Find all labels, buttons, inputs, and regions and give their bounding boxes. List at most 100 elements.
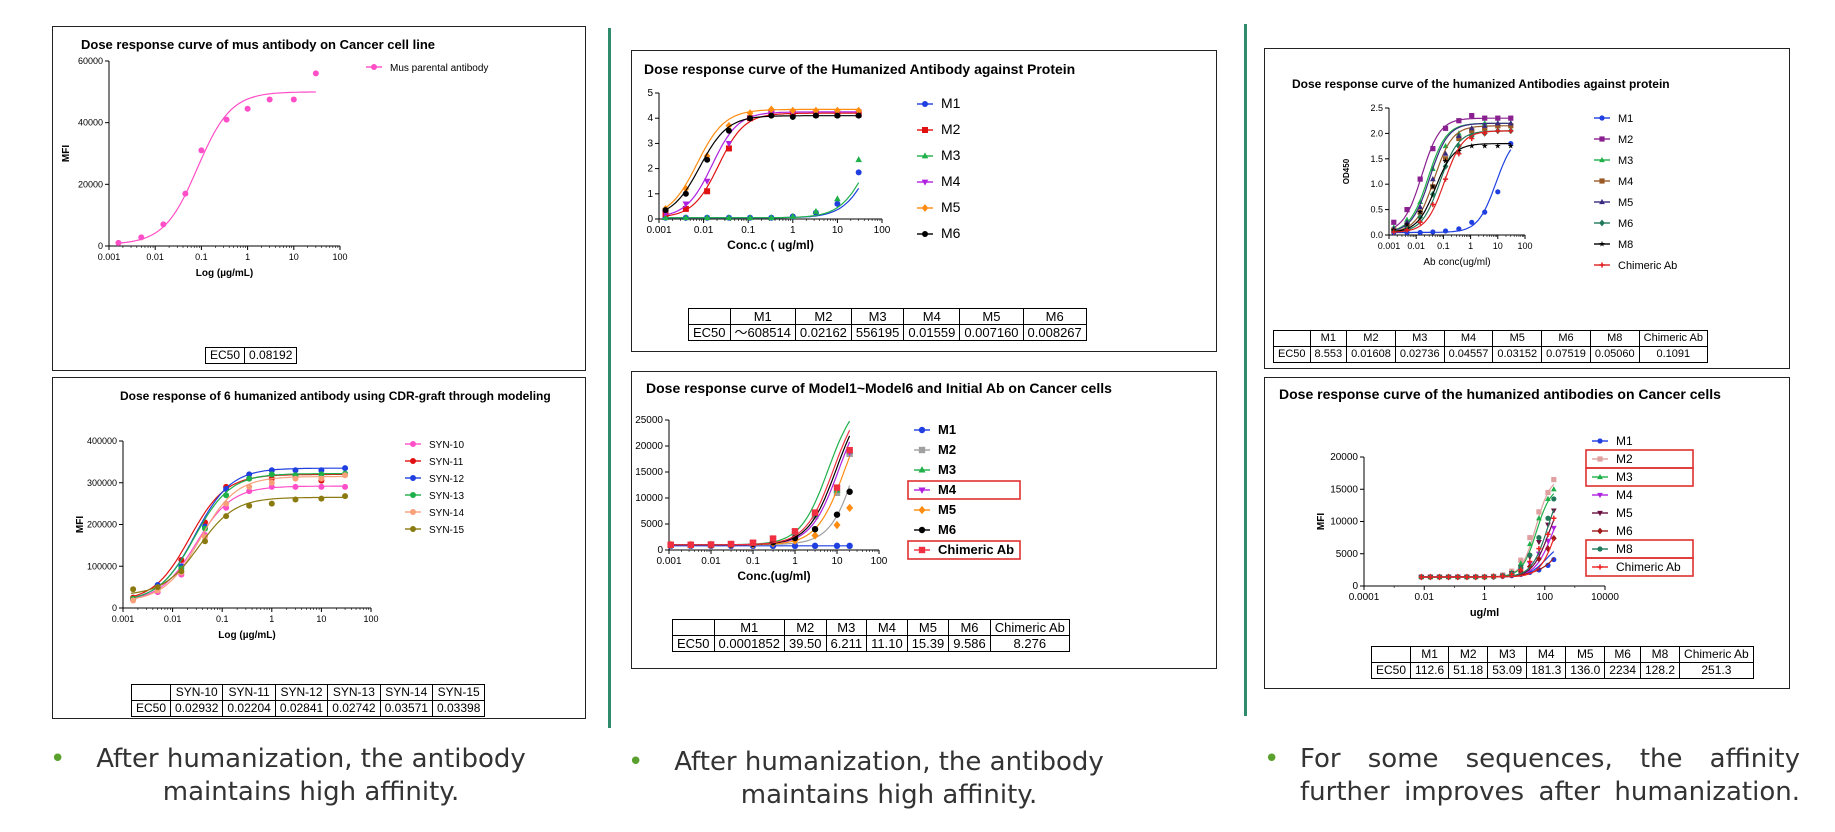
- data-point: [682, 214, 690, 221]
- x-axis-label: Log (µg/mL): [218, 630, 275, 641]
- data-point: [292, 467, 299, 474]
- legend-swatch-marker: [1599, 198, 1605, 205]
- table-cell: EC50: [672, 635, 715, 652]
- y-tick-label: 20000: [1330, 452, 1358, 463]
- x-tick-label: 1: [245, 252, 250, 262]
- data-point: [130, 586, 137, 593]
- y-axis-label: MFI: [61, 145, 72, 162]
- table-cell: 8.276: [989, 635, 1070, 652]
- ec50-table: SYN-10 SYN-11 SYN-12 SYN-13 SYN-14 SYN-15 EC50…: [130, 684, 486, 717]
- legend-item: M2: [1594, 134, 1633, 146]
- table-cell: 2234: [1604, 662, 1641, 679]
- legend-label: M1: [1618, 113, 1633, 125]
- x-tick-label: 10: [289, 252, 299, 262]
- table-header-cell: M3: [825, 619, 868, 636]
- data-point: [246, 475, 253, 482]
- table-header-cell: M1: [1309, 330, 1348, 347]
- table-row: EC50 0.0001852 39.50 6.211 11.10 15.39 9.586 8.…: [672, 635, 1070, 652]
- data-point: [846, 503, 854, 513]
- data-point: [1469, 113, 1475, 119]
- data-point: [268, 500, 275, 507]
- legend-item: Mus parental antibody: [366, 63, 488, 74]
- data-point: [115, 239, 122, 246]
- legend: M1 M2 M3 M4 M5 M6: [917, 95, 961, 241]
- x-axis-label: Conc.(ug/ml): [737, 569, 810, 583]
- data-point: [1468, 125, 1475, 131]
- table-cell: 0.07519: [1541, 346, 1591, 363]
- data-point: ★: [1404, 220, 1411, 229]
- data-point: [768, 105, 775, 114]
- legend: M1 M2 M3 M4 M5 M6 M8 Chimeric Ab: [1585, 434, 1694, 577]
- y-tick-label: 5000: [641, 519, 664, 530]
- table-header-cell: M2: [1346, 330, 1396, 347]
- data-point: [268, 467, 275, 474]
- data-point: ★: [1468, 141, 1475, 150]
- table-cell: 0.02162: [794, 324, 852, 341]
- legend-swatch-marker: [918, 505, 926, 515]
- legend-item: ★ M8: [1594, 239, 1633, 251]
- legend-label: M8: [1618, 239, 1633, 251]
- table-cell: 181.3: [1526, 662, 1567, 679]
- legend-item: SYN-12: [405, 474, 464, 485]
- y-tick-label: 5: [647, 88, 653, 99]
- data-point: [1545, 531, 1551, 537]
- fit-curve: [668, 456, 851, 546]
- chart-title: Dose response of 6 humanized antibody us…: [120, 389, 551, 403]
- table-cell: 0.007160: [959, 324, 1024, 341]
- legend-swatch-marker: [922, 101, 928, 107]
- series-syn-11: [130, 471, 349, 601]
- data-point: [1482, 130, 1488, 136]
- table-cell: EC50: [1370, 662, 1412, 679]
- x-tick-label: 1: [792, 556, 798, 567]
- table-cell: 112.6: [1410, 662, 1450, 679]
- legend-label: M3: [1618, 155, 1633, 167]
- data-point: [1456, 151, 1462, 157]
- data-point: [1551, 515, 1557, 521]
- table-header-cell: M5: [959, 308, 1024, 325]
- y-tick-label: 4: [647, 113, 653, 124]
- series-m8: ★★★★★★★★★★: [1390, 141, 1514, 234]
- table-cell: 0.03152: [1492, 346, 1543, 363]
- fit-curve: [1392, 130, 1511, 233]
- y-tick-label: 25000: [635, 415, 663, 426]
- legend-swatch-marker: [410, 492, 416, 498]
- data-point: [1495, 115, 1501, 121]
- data-point: [812, 106, 820, 115]
- cancer-cells-model-chart-panel: Dose response curve of Model1~Model6 and…: [631, 371, 1217, 669]
- x-tick-label: 0.01: [1415, 592, 1435, 603]
- series-m8: [1418, 496, 1557, 580]
- table-header-cell: M2: [794, 308, 852, 325]
- x-tick-label: 0.1: [746, 556, 760, 567]
- fit-curve: [663, 187, 860, 219]
- legend-swatch-marker: [918, 487, 926, 494]
- table-cell: 0.02742: [327, 700, 381, 717]
- table-cell: 53.09: [1487, 662, 1528, 679]
- legend-item: M5: [1594, 197, 1633, 209]
- y-axis-label: OD450: [1342, 158, 1351, 184]
- fit-curve: [668, 420, 851, 546]
- y-tick-label: 15000: [635, 467, 663, 478]
- data-point: [1417, 176, 1423, 182]
- data-point: ★: [1507, 141, 1514, 150]
- data-point: [725, 145, 732, 152]
- data-point: [789, 212, 797, 219]
- y-tick-label: 1.0: [1370, 179, 1383, 189]
- data-point: [1508, 128, 1514, 134]
- data-point: [1455, 574, 1461, 580]
- legend-swatch-marker: [922, 127, 928, 133]
- data-point: [1518, 567, 1524, 573]
- table-cell: 8.553: [1309, 346, 1348, 363]
- chart-content: 0 20000 40000 60000 0.001 0.01 0.1 1 10 100 Log (µ…: [61, 56, 488, 279]
- data-point: [246, 483, 253, 490]
- column-separator-1: [608, 28, 611, 728]
- data-point: ★: [1481, 141, 1488, 150]
- data-point: [768, 214, 775, 221]
- data-point: [1418, 574, 1424, 580]
- x-tick-label: 1: [1482, 592, 1488, 603]
- chart-svg: 0 20000 40000 60000 0.001 0.01 0.1 1 10 100 Log (µ…: [61, 56, 488, 279]
- legend-swatch-marker: [918, 446, 926, 454]
- data-point: [1551, 496, 1557, 502]
- x-tick-label: 0.0001: [1349, 592, 1380, 603]
- legend-label: M6: [938, 522, 956, 537]
- x-tick-label: 0.001: [98, 252, 121, 262]
